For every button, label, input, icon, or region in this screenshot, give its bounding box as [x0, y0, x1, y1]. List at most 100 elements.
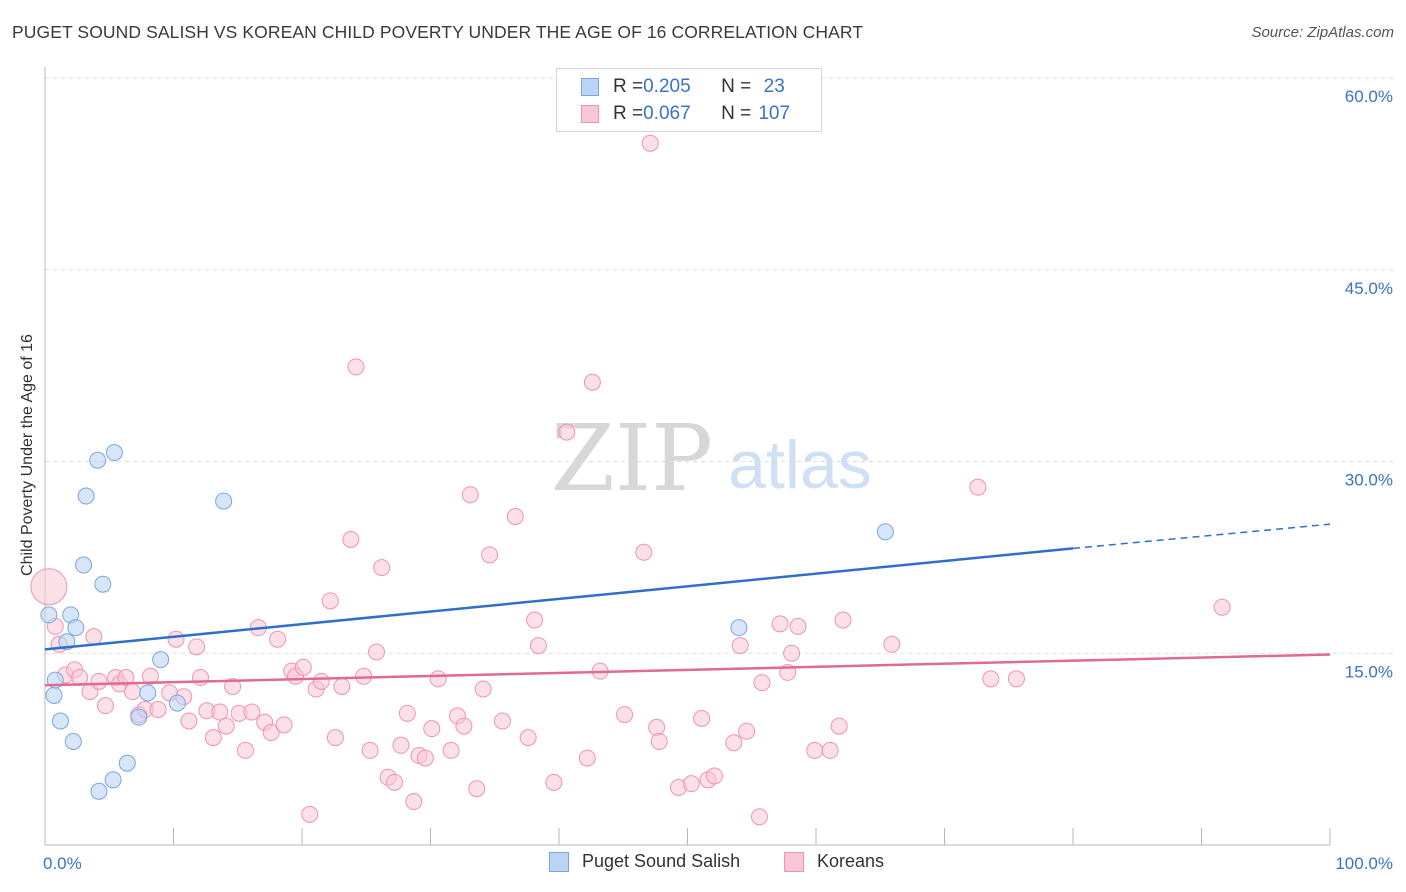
point-korean [442, 741, 460, 759]
point-korean [982, 670, 1000, 688]
legend-r-value: 0.067 [643, 103, 691, 124]
point-salish [64, 732, 82, 750]
legend-swatch-koreans [581, 105, 599, 123]
point-korean [326, 729, 344, 747]
legend-item-koreans[interactable]: Koreans [784, 851, 884, 872]
point-salish [876, 523, 894, 541]
point-korean [753, 674, 771, 692]
point-korean [275, 716, 293, 734]
point-korean [243, 703, 261, 721]
point-salish [130, 708, 148, 726]
chart-title: PUGET SOUND SALISH VS KOREAN CHILD POVER… [12, 22, 864, 42]
point-salish [90, 782, 108, 800]
source-label: Source: ZipAtlas.com [1251, 24, 1394, 41]
point-korean [455, 717, 473, 735]
point-korean [217, 717, 235, 735]
point-korean [149, 700, 167, 718]
point-korean [398, 704, 416, 722]
point-korean [789, 617, 807, 635]
point-korean [416, 749, 434, 767]
point-korean [373, 559, 391, 577]
point-korean [30, 568, 68, 606]
watermark-zip: ZIP [551, 405, 713, 512]
point-korean [545, 773, 563, 791]
point-korean [211, 703, 229, 721]
legend-n-label: N = [721, 76, 752, 97]
point-korean [123, 683, 141, 701]
point-salish [152, 651, 170, 669]
point-korean [368, 643, 386, 661]
point-korean [342, 530, 360, 548]
point-salish [40, 606, 58, 624]
point-korean [738, 722, 756, 740]
point-korean [648, 718, 666, 736]
point-korean [294, 658, 312, 676]
point-korean [180, 712, 198, 730]
point-korean [188, 638, 206, 656]
point-korean [650, 732, 668, 750]
point-korean [558, 423, 576, 441]
point-korean [468, 780, 486, 798]
legend-row-salish: R = 0.205 N = 23 [581, 74, 797, 100]
trendline-korean [44, 653, 1331, 687]
legend-swatch-koreans [784, 851, 804, 872]
point-korean [493, 712, 511, 730]
point-korean [321, 592, 339, 610]
point-korean [806, 741, 824, 759]
point-korean [821, 741, 839, 759]
trendline-salish-extension [1072, 523, 1331, 550]
point-salish [730, 619, 748, 637]
point-korean [312, 672, 330, 690]
point-korean [141, 667, 159, 685]
y-tick-label: 60.0% [1345, 87, 1393, 106]
point-korean [262, 724, 280, 742]
point-salish [51, 712, 69, 730]
trendline-salish [44, 547, 1074, 651]
y-tick-label: 30.0% [1345, 471, 1393, 490]
point-korean [635, 543, 653, 561]
point-salish [139, 684, 157, 702]
point-salish [215, 492, 233, 510]
y-tick-label: 45.0% [1345, 279, 1393, 298]
point-salish [168, 694, 186, 712]
legend-item-label: Puget Sound Salish [582, 851, 741, 871]
point-korean [1007, 670, 1025, 688]
point-korean [969, 478, 987, 496]
point-korean [834, 611, 852, 629]
legend-n-label: N = [721, 103, 752, 124]
point-korean [224, 677, 242, 695]
point-salish [118, 754, 136, 772]
point-salish [105, 444, 123, 462]
point-korean [191, 669, 209, 687]
point-korean [583, 373, 601, 391]
point-korean [682, 775, 700, 793]
point-korean [750, 808, 768, 826]
point-korean [771, 615, 789, 633]
legend-r-value: 0.205 [643, 76, 691, 97]
point-salish [89, 451, 107, 469]
point-salish [67, 619, 85, 637]
legend-item-label: Koreans [817, 851, 885, 871]
point-korean [90, 672, 108, 690]
legend-item-salish[interactable]: Puget Sound Salish [549, 851, 740, 872]
watermark-atlas: atlas [728, 427, 872, 503]
legend-swatch-salish [549, 851, 569, 872]
point-korean [1213, 598, 1231, 616]
point-korean [731, 637, 749, 655]
point-salish [104, 771, 122, 789]
point-korean [705, 767, 723, 785]
point-salish [77, 487, 95, 505]
point-korean [392, 736, 410, 754]
point-korean [167, 630, 185, 648]
point-korean [85, 628, 103, 646]
point-korean [883, 635, 901, 653]
point-korean [386, 773, 404, 791]
point-korean [526, 611, 544, 629]
point-korean [429, 670, 447, 688]
legend-r-label: R = [613, 103, 644, 124]
point-korean [461, 486, 479, 504]
point-korean [333, 677, 351, 695]
point-korean [405, 793, 423, 811]
point-korean [529, 637, 547, 655]
x-tick-label: 0.0% [43, 854, 82, 873]
